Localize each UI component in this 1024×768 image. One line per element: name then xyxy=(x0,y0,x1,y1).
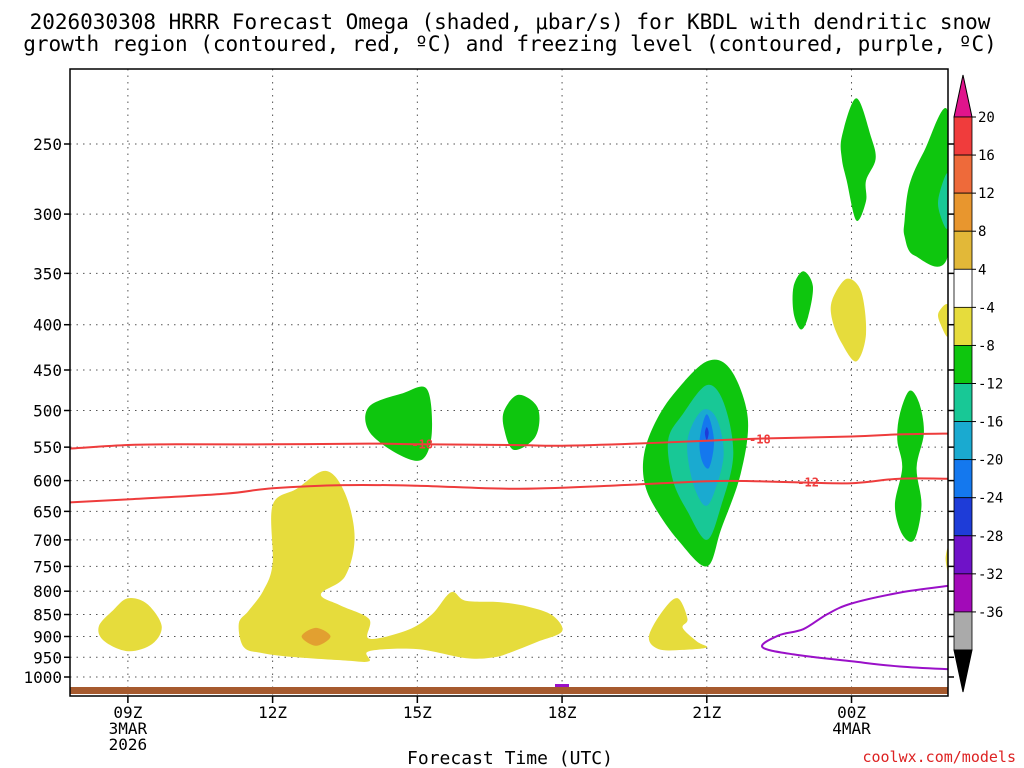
colorbar-label-11: -28 xyxy=(978,529,1003,545)
omega-region-teal-17 xyxy=(938,173,948,229)
omega-region-green-14 xyxy=(792,271,814,330)
y-tick-label-950: 950 xyxy=(33,648,62,667)
colorbar-bin-3 xyxy=(953,230,973,270)
colorbar-label-5: -4 xyxy=(978,300,995,316)
colorbar-label-6: -8 xyxy=(978,338,995,354)
colorbar-label-3: 8 xyxy=(978,224,986,240)
y-tick-label-1000: 1000 xyxy=(23,668,62,687)
chart-title-line2: growth region (contoured, red, ºC) and f… xyxy=(23,32,997,56)
colorbar-bin-11 xyxy=(953,535,973,575)
omega-region-yellow-0 xyxy=(98,598,162,652)
plot-area: -18 -18 -12 xyxy=(69,68,949,697)
colorbar-top-arrow xyxy=(953,74,973,118)
omega-region-green-8 xyxy=(502,394,540,451)
colorbar-label-10: -24 xyxy=(978,491,1003,507)
colorbar-label-2: 12 xyxy=(978,186,995,202)
colorbar-bin-0 xyxy=(953,116,973,156)
y-tick-label-750: 750 xyxy=(33,557,62,576)
chart-title-line1: 2026030308 HRRR Forecast Omega (shaded, … xyxy=(30,10,991,34)
y-tick-label-250: 250 xyxy=(33,135,62,154)
colorbar-label-4: 4 xyxy=(978,262,986,278)
colorbar-bin-7 xyxy=(953,383,973,422)
omega-region-green-18 xyxy=(894,390,924,542)
omega-region-yellow-3 xyxy=(648,598,708,651)
y-tick-label-450: 450 xyxy=(33,361,62,380)
y-tick-label-350: 350 xyxy=(33,264,62,283)
x-tick-label-9-2: 2026 xyxy=(109,735,148,754)
omega-shading xyxy=(98,98,948,662)
colorbar: 20 16 12 8 4 -4 -8 -12 -16 -20 -24 -28 -32 -36 xyxy=(953,74,1003,693)
colorbar-bin-5 xyxy=(953,306,973,346)
colorbar-label-1: 16 xyxy=(978,148,995,164)
x-tick-label-18-0: 18Z xyxy=(548,703,577,722)
omega-region-green-7 xyxy=(365,386,433,461)
y-tick-label-500: 500 xyxy=(33,402,62,421)
colorbar-label-7: -12 xyxy=(978,377,1003,393)
dgz-contour-line-1 xyxy=(70,477,948,504)
y-tick-label-600: 600 xyxy=(33,472,62,491)
colorbar-bin-4 xyxy=(953,268,973,308)
colorbar-bin-8 xyxy=(953,421,973,461)
terrain-purple-mark xyxy=(555,684,569,687)
plot-frame xyxy=(69,68,949,697)
x-tick-label-9-0: 09Z xyxy=(113,703,142,722)
y-tick-label-800: 800 xyxy=(33,582,62,601)
terrain xyxy=(70,684,948,694)
dgz-contour-label-1-0: -12 xyxy=(797,476,819,490)
y-tick-label-900: 900 xyxy=(33,627,62,646)
x-tick-label-24-1: 4MAR xyxy=(832,719,871,738)
x-tick-label-24-0: 00Z xyxy=(837,703,866,722)
omega-region-dkblue-13 xyxy=(704,427,709,441)
y-tick-label-700: 700 xyxy=(33,531,62,550)
colorbar-label-13: -36 xyxy=(978,605,1003,621)
x-tick-label-15-0: 15Z xyxy=(403,703,432,722)
temperature-contours: -18 -18 -12 xyxy=(70,432,948,671)
colorbar-bin-6 xyxy=(953,345,973,384)
x-tick-label-21-0: 21Z xyxy=(692,703,721,722)
colorbar-label-12: -32 xyxy=(978,567,1003,583)
colorbar-label-0: 20 xyxy=(978,110,995,126)
terrain-band xyxy=(70,687,948,694)
x-axis-label: Forecast Time (UTC) xyxy=(407,748,613,768)
colorbar-bin-1 xyxy=(953,154,973,194)
credit-text: coolwx.com/models xyxy=(862,748,1016,766)
y-tick-label-550: 550 xyxy=(33,438,62,457)
dgz-contour-line-0 xyxy=(70,432,948,450)
colorbar-bin-2 xyxy=(953,192,973,232)
colorbar-bin-gray xyxy=(953,611,973,651)
omega-region-green-15 xyxy=(840,98,876,221)
y-tick-label-650: 650 xyxy=(33,502,62,521)
x-tick-label-12-0: 12Z xyxy=(258,703,287,722)
omega-region-green-16 xyxy=(903,108,948,267)
omega-region-yellow-5 xyxy=(938,304,948,337)
y-tick-label-400: 400 xyxy=(33,316,62,335)
dgz-contour-label-0-0: -18 xyxy=(411,437,433,451)
freezing-level-contour xyxy=(761,584,948,671)
omega-region-orange-2 xyxy=(301,627,331,646)
omega-region-yellow-1 xyxy=(238,470,563,662)
omega-region-yellow-4 xyxy=(830,278,867,362)
colorbar-label-9: -20 xyxy=(978,453,1003,469)
x-tick-label-9-1: 3MAR xyxy=(109,719,148,738)
y-tick-label-850: 850 xyxy=(33,606,62,625)
dgz-contour-label-0-1: -18 xyxy=(749,432,771,446)
y-axis: 250 300 350 400 450 500 550 600 650 700 750 800 850 9… xyxy=(23,135,954,687)
colorbar-bin-10 xyxy=(953,497,973,537)
plot-background xyxy=(70,69,948,696)
colorbar-bin-12 xyxy=(953,573,973,613)
colorbar-bottom-arrow xyxy=(953,649,973,693)
colorbar-bin-9 xyxy=(953,459,973,499)
colorbar-label-8: -16 xyxy=(978,415,1003,431)
y-tick-label-300: 300 xyxy=(33,205,62,224)
